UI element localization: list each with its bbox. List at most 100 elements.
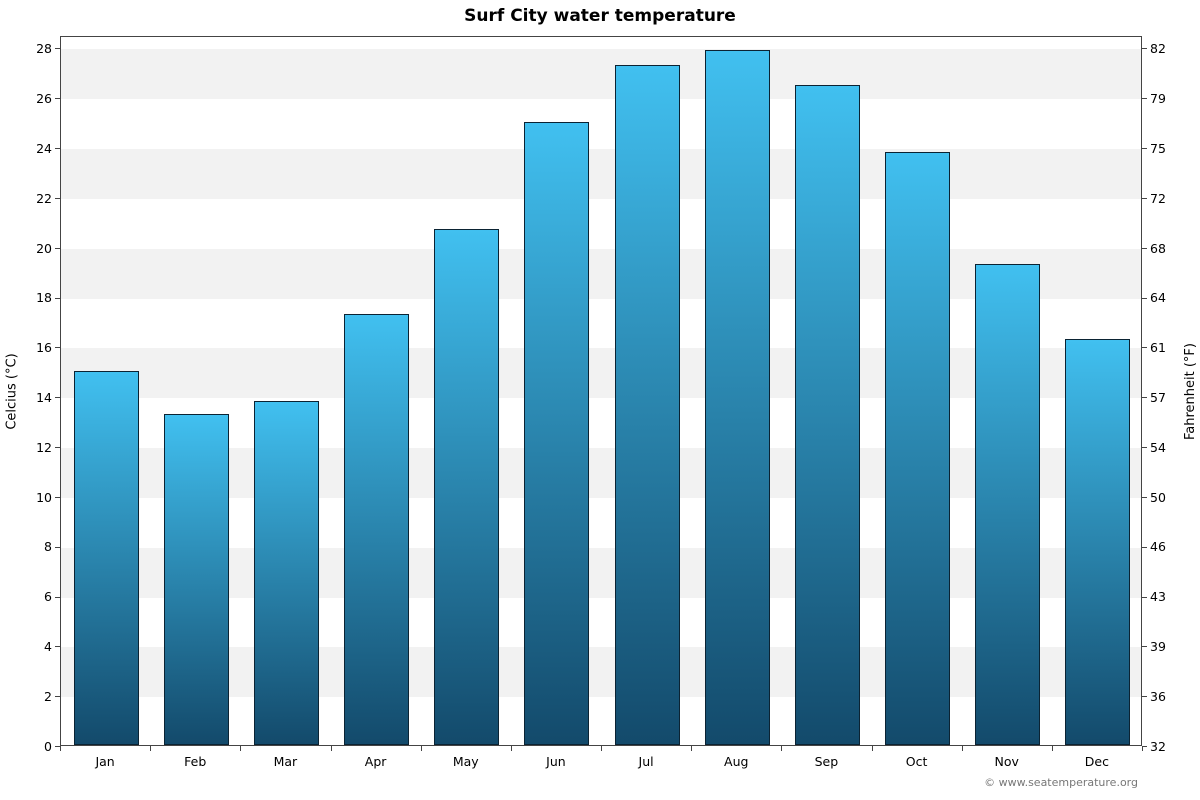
x-tick [691,746,692,751]
y-left-tick [55,646,60,647]
x-tick [421,746,422,751]
y-left-tick [55,597,60,598]
y-right-tick [1142,48,1147,49]
bar [885,152,950,745]
x-tick [1142,746,1143,751]
y-left-tick [55,148,60,149]
y-axis-left-label-wrap: Celcius (°C) [2,36,22,746]
y-right-tick-label: 36 [1150,689,1166,704]
bar [975,264,1040,745]
y-left-tick-label: 10 [36,490,52,505]
y-left-tick-label: 16 [36,340,52,355]
y-left-tick-label: 2 [44,689,52,704]
x-category-label: Apr [331,754,421,769]
y-right-tick [1142,547,1147,548]
y-right-tick-label: 32 [1150,739,1166,754]
y-right-tick-label: 75 [1150,141,1166,156]
bar [524,122,589,745]
bar [254,401,319,745]
y-left-tick [55,298,60,299]
y-left-tick [55,248,60,249]
x-tick [601,746,602,751]
y-axis-right-label-wrap: Fahrenheit (°F) [1180,36,1200,746]
x-tick [781,746,782,751]
bar [705,50,770,745]
y-left-tick [55,447,60,448]
y-left-tick [55,98,60,99]
y-right-tick [1142,298,1147,299]
y-right-tick-label: 50 [1150,490,1166,505]
x-category-label: Jun [511,754,601,769]
y-right-tick-label: 68 [1150,241,1166,256]
y-left-tick-label: 12 [36,440,52,455]
y-left-tick [55,696,60,697]
bar [434,229,499,745]
y-right-tick-label: 79 [1150,91,1166,106]
y-left-tick-label: 14 [36,390,52,405]
x-category-label: Sep [781,754,871,769]
x-tick [150,746,151,751]
y-right-tick-label: 43 [1150,589,1166,604]
y-right-tick [1142,347,1147,348]
x-category-label: Feb [150,754,240,769]
y-left-tick-label: 8 [44,539,52,554]
y-right-tick-label: 57 [1150,390,1166,405]
y-left-tick-label: 18 [36,290,52,305]
y-right-tick-label: 61 [1150,340,1166,355]
y-left-tick [55,48,60,49]
y-right-tick [1142,148,1147,149]
y-right-tick-label: 64 [1150,290,1166,305]
water-temperature-chart: Surf City water temperature Celcius (°C)… [0,0,1200,800]
y-right-tick [1142,198,1147,199]
x-tick [331,746,332,751]
y-left-tick-label: 28 [36,41,52,56]
y-left-tick [55,497,60,498]
y-left-tick-label: 20 [36,241,52,256]
y-left-tick [55,198,60,199]
x-category-label: May [421,754,511,769]
x-category-label: Jan [60,754,150,769]
y-right-tick-label: 82 [1150,41,1166,56]
y-axis-left-label: Celcius (°C) [5,353,20,429]
y-right-tick [1142,646,1147,647]
bar [615,65,680,745]
y-left-tick [55,347,60,348]
bar [344,314,409,745]
y-left-tick-label: 4 [44,639,52,654]
x-tick [1052,746,1053,751]
y-right-tick [1142,597,1147,598]
y-right-tick [1142,98,1147,99]
bar [795,85,860,745]
y-left-tick [55,397,60,398]
y-right-tick-label: 46 [1150,539,1166,554]
bar [74,371,139,745]
chart-title: Surf City water temperature [0,6,1200,26]
y-left-tick [55,547,60,548]
y-right-tick [1142,248,1147,249]
x-category-label: Aug [691,754,781,769]
y-right-tick-label: 72 [1150,191,1166,206]
grid-band [61,49,1141,99]
x-category-label: Jul [601,754,691,769]
x-category-label: Oct [872,754,962,769]
y-left-tick-label: 6 [44,589,52,604]
bar [164,414,229,745]
y-left-tick-label: 26 [36,91,52,106]
x-category-label: Dec [1052,754,1142,769]
x-tick [962,746,963,751]
x-tick [60,746,61,751]
y-axis-right-label: Fahrenheit (°F) [1183,343,1198,440]
plot-area [60,36,1142,746]
x-tick [872,746,873,751]
x-category-label: Nov [962,754,1052,769]
bar [1065,339,1130,745]
y-right-tick-label: 54 [1150,440,1166,455]
x-tick [511,746,512,751]
y-left-tick-label: 0 [44,739,52,754]
x-tick [240,746,241,751]
y-right-tick [1142,447,1147,448]
y-left-tick-label: 24 [36,141,52,156]
y-left-tick-label: 22 [36,191,52,206]
y-right-tick [1142,696,1147,697]
credit-text: © www.seatemperature.org [984,776,1138,789]
